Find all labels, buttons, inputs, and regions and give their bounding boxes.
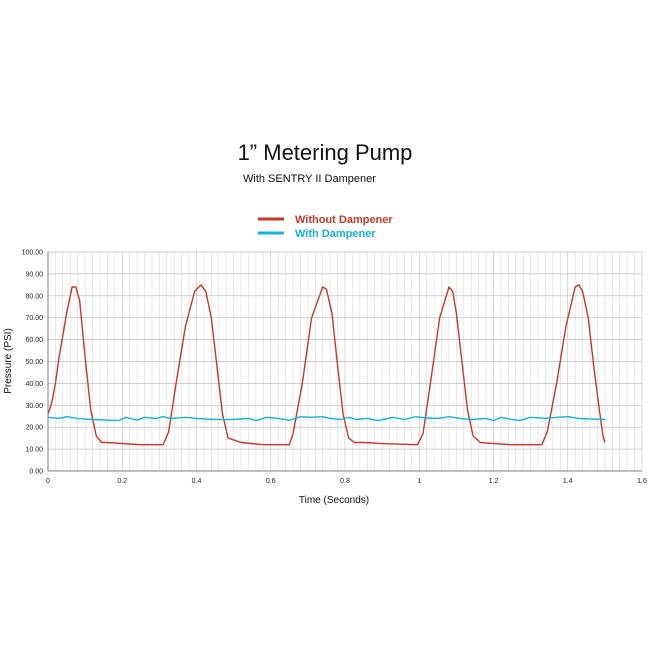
x-tick-label: 0.6	[266, 478, 276, 485]
y-tick-label: 40.00	[25, 381, 43, 388]
y-tick-label: 30.00	[25, 403, 43, 410]
tick-labels: 0.00 10.00 20.00 30.00 40.00 50.00 60.00 70.00 8…	[22, 250, 647, 486]
x-tick-label: 1.2	[489, 478, 499, 485]
x-tick-label: 1.6	[637, 478, 647, 485]
x-tick-label: 1	[417, 478, 421, 485]
y-tick-label: 100.00	[22, 250, 44, 257]
legend-label-with-dampener: With Dampener	[295, 228, 376, 240]
axes	[47, 252, 642, 472]
legend-label-without-dampener: Without Dampener	[295, 214, 393, 226]
y-tick-label: 80.00	[25, 293, 43, 300]
series-layer	[47, 284, 606, 446]
x-tick-label: 0.8	[340, 478, 350, 485]
grid	[47, 251, 643, 472]
y-tick-label: 10.00	[25, 447, 43, 454]
series-line-with-dampener	[47, 416, 605, 422]
x-tick-label: 0	[46, 478, 50, 485]
y-tick-label: 0.00	[29, 469, 43, 476]
y-tick-label: 20.00	[25, 425, 43, 432]
x-axis-label: Time (Seconds)	[299, 495, 369, 506]
y-tick-label: 90.00	[25, 271, 43, 278]
series-line-without-dampener	[47, 284, 606, 446]
x-tick-label: 0.4	[192, 478, 202, 485]
x-tick-label: 1.4	[563, 478, 573, 485]
y-tick-label: 70.00	[25, 315, 43, 322]
y-tick-label: 60.00	[25, 337, 43, 344]
y-tick-label: 50.00	[25, 359, 43, 366]
chart-subtitle: With SENTRY II Dampener	[243, 173, 376, 185]
legend: Without Dampener With Dampener	[258, 214, 393, 240]
y-axis-label: Pressure (PSI)	[3, 328, 14, 394]
chart-title: 1” Metering Pump	[237, 140, 413, 165]
x-tick-label: 0.2	[117, 478, 127, 485]
